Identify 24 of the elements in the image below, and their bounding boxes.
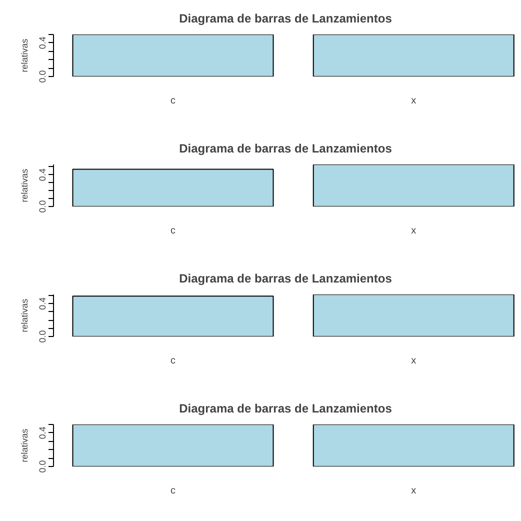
y-tick-label: 0.0 bbox=[38, 330, 48, 343]
x-tick-label: x bbox=[411, 486, 416, 496]
y-axis-title: relativas bbox=[20, 168, 30, 202]
x-tick-label: c bbox=[170, 486, 176, 496]
x-tick-label: c bbox=[170, 226, 176, 236]
chart-title: Diagrama de barras de Lanzamientos bbox=[179, 142, 392, 156]
x-tick-label: x bbox=[411, 226, 416, 236]
y-tick-label: 0.4 bbox=[38, 36, 48, 50]
x-tick-label: c bbox=[170, 356, 176, 366]
y-tick-label: 0.0 bbox=[38, 70, 48, 83]
y-tick-label: 0.4 bbox=[38, 297, 48, 310]
y-tick-label: 0.4 bbox=[38, 426, 48, 440]
y-axis-title: relativas bbox=[20, 38, 30, 72]
y-axis-title: relativas bbox=[20, 428, 30, 462]
x-tick-label: x bbox=[411, 356, 416, 366]
chart-title: Diagrama de barras de Lanzamientos bbox=[179, 402, 392, 416]
y-axis-title: relativas bbox=[20, 298, 30, 332]
chart-title: Diagrama de barras de Lanzamientos bbox=[179, 12, 392, 26]
x-tick-label: c bbox=[170, 96, 176, 106]
y-tick-label: 0.0 bbox=[38, 200, 48, 213]
x-tick-label: x bbox=[411, 96, 416, 106]
chart-title: Diagrama de barras de Lanzamientos bbox=[179, 272, 392, 286]
y-tick-label: 0.0 bbox=[38, 460, 48, 473]
y-tick-label: 0.4 bbox=[38, 168, 48, 182]
